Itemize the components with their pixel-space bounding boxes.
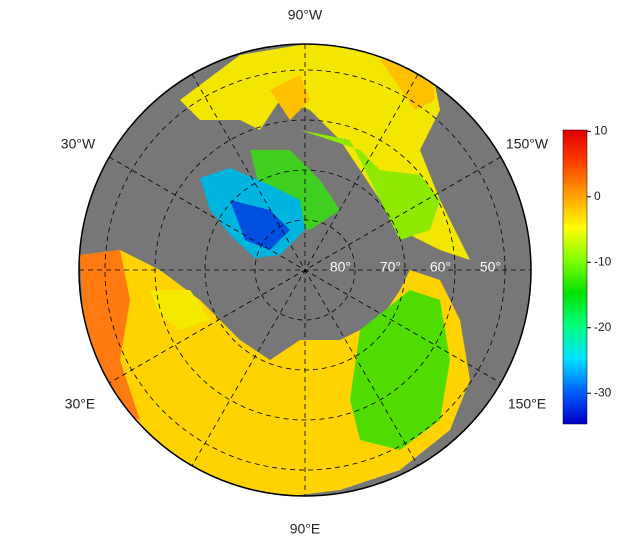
lon-label: 90°W xyxy=(288,7,323,23)
lat-label: 50° xyxy=(480,259,501,275)
lon-label: 150°E xyxy=(508,396,546,412)
land xyxy=(250,150,340,230)
parallel xyxy=(104,69,506,471)
parallel xyxy=(204,169,406,371)
colorbar-tick-label: -30 xyxy=(594,385,612,399)
parallel xyxy=(254,219,356,321)
lat-label: 80° xyxy=(330,259,351,275)
land xyxy=(350,290,450,450)
lat-label: 60° xyxy=(430,259,451,275)
lon-label: 30°E xyxy=(65,396,96,412)
colorbar-tick-label: 10 xyxy=(594,123,608,137)
land xyxy=(270,55,435,120)
lat-label: 70° xyxy=(380,259,401,275)
map-border xyxy=(78,43,532,497)
lon-label: 30°W xyxy=(61,136,96,152)
lon-label: 90°E xyxy=(290,521,321,537)
colorbar-tick-label: -20 xyxy=(594,320,612,334)
lon-label: 150°W xyxy=(506,136,549,152)
land xyxy=(230,200,290,250)
colorbar-tick-label: -10 xyxy=(594,254,612,268)
colorbar-tick-label: 0 xyxy=(594,189,601,203)
parallel xyxy=(154,119,456,421)
colorbar xyxy=(562,129,588,425)
land xyxy=(80,250,140,420)
land xyxy=(150,290,210,330)
graticule xyxy=(79,44,531,496)
meridian xyxy=(109,156,501,384)
